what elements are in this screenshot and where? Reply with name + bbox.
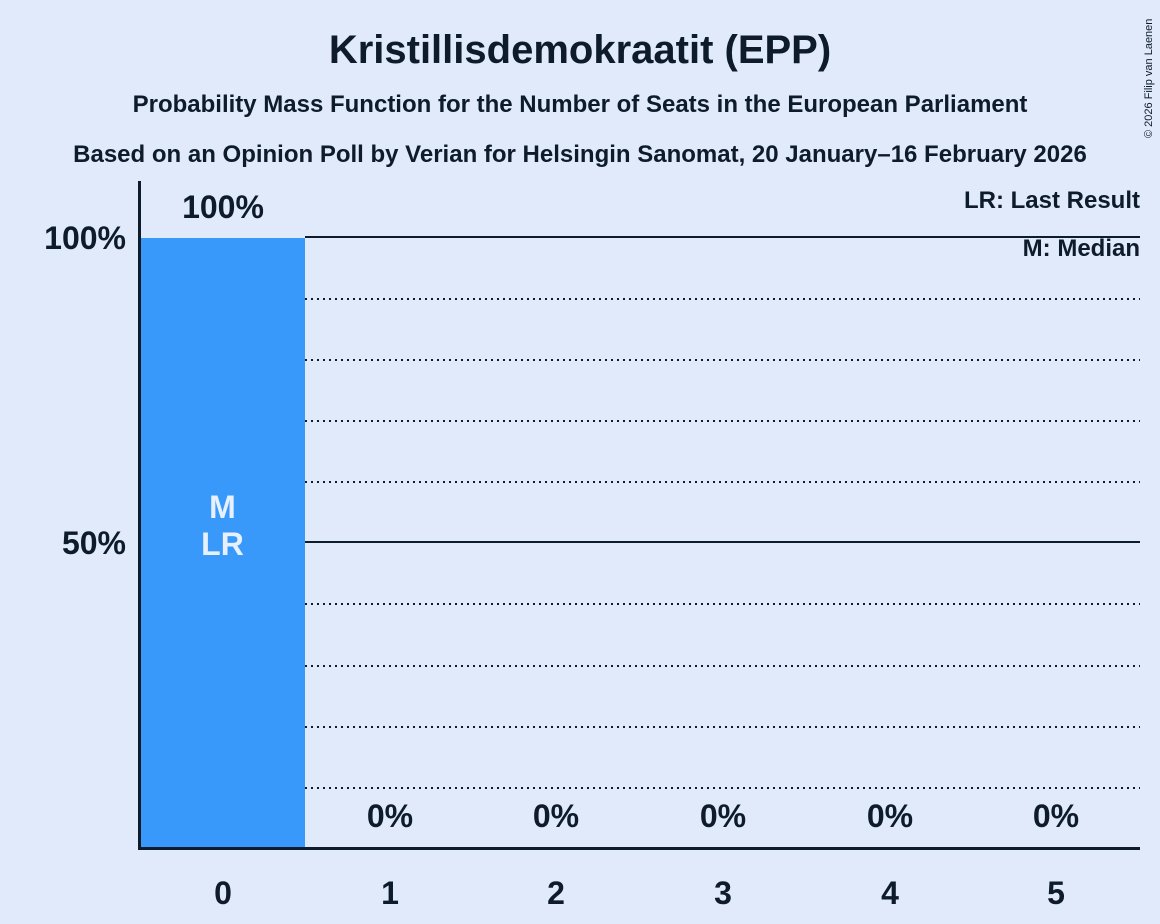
value-label-2: 0%	[532, 798, 580, 834]
gridline-10pct	[305, 787, 1140, 789]
x-axis-line	[138, 847, 1140, 850]
y-axis-line	[138, 181, 141, 850]
bar-seats-0	[140, 238, 305, 847]
legend-last-result: LR: Last Result	[963, 187, 1140, 214]
copyright-notice: © 2026 Filip van Laenen	[1143, 8, 1159, 138]
gridline-30pct	[305, 665, 1140, 667]
gridline-50pct	[305, 541, 1140, 543]
x-tick-label-1: 1	[381, 875, 399, 911]
bar-annotation-median-lastresult: M LR	[140, 489, 305, 563]
chart-subtitle: Probability Mass Function for the Number…	[132, 91, 1028, 118]
x-tick-label-0: 0	[214, 875, 232, 911]
gridline-90pct	[305, 298, 1140, 300]
gridline-70pct	[305, 420, 1140, 422]
value-label-1: 0%	[366, 798, 414, 834]
x-tick-label-5: 5	[1047, 875, 1065, 911]
gridline-60pct	[305, 481, 1140, 483]
value-label-3: 0%	[699, 798, 747, 834]
x-tick-label-2: 2	[547, 875, 565, 911]
y-tick-label-50: 50%	[61, 525, 126, 561]
gridline-80pct	[305, 359, 1140, 361]
page-title: Kristillisdemokraatit (EPP)	[328, 28, 832, 72]
copyright-text: © 2026 Filip van Laenen	[1143, 18, 1155, 138]
x-tick-label-4: 4	[881, 875, 899, 911]
gridline-40pct	[305, 603, 1140, 605]
value-label-0: 100%	[182, 189, 264, 225]
y-tick-label-100: 100%	[44, 220, 126, 256]
x-tick-label-3: 3	[714, 875, 732, 911]
median-marker: M	[209, 489, 236, 525]
legend-median: M: Median	[1022, 235, 1140, 262]
gridline-20pct	[305, 726, 1140, 728]
gridline-100pct	[305, 236, 1140, 238]
value-label-4: 0%	[866, 798, 914, 834]
value-label-5: 0%	[1032, 798, 1080, 834]
last-result-marker: LR	[201, 526, 244, 562]
chart-source-line: Based on an Opinion Poll by Verian for H…	[73, 141, 1087, 168]
